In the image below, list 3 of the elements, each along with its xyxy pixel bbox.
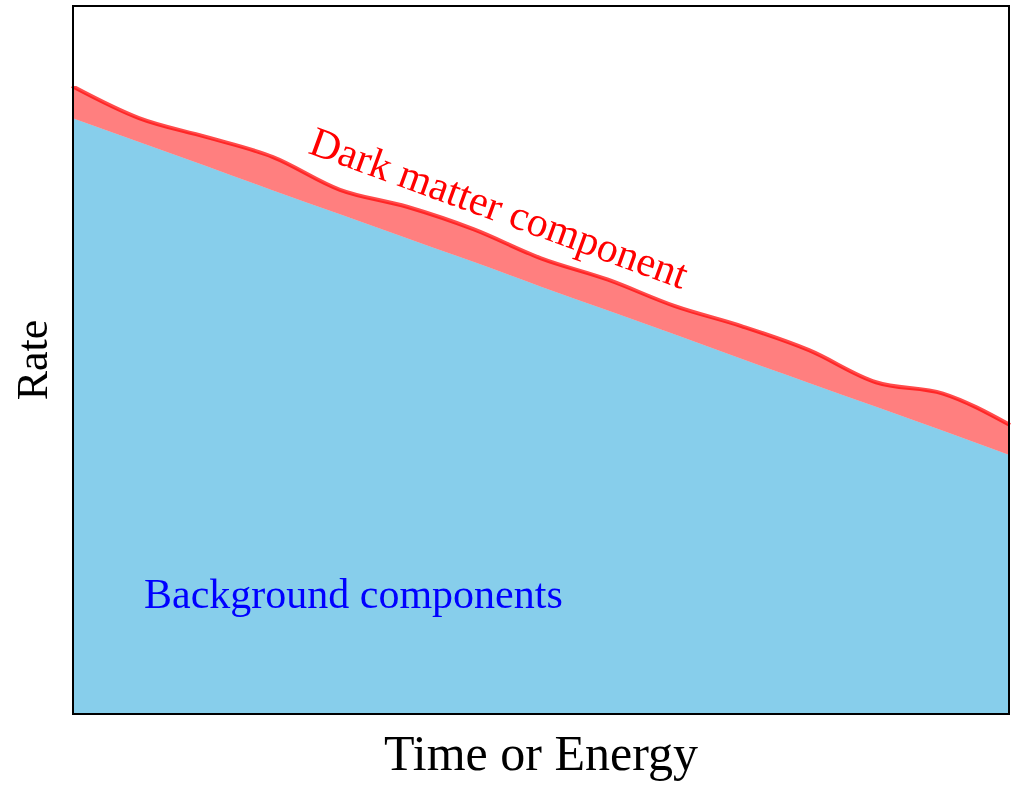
y-axis-title: Rate <box>6 319 58 401</box>
x-axis-title: Time or Energy <box>383 724 699 782</box>
series-label: Background components <box>144 570 563 618</box>
